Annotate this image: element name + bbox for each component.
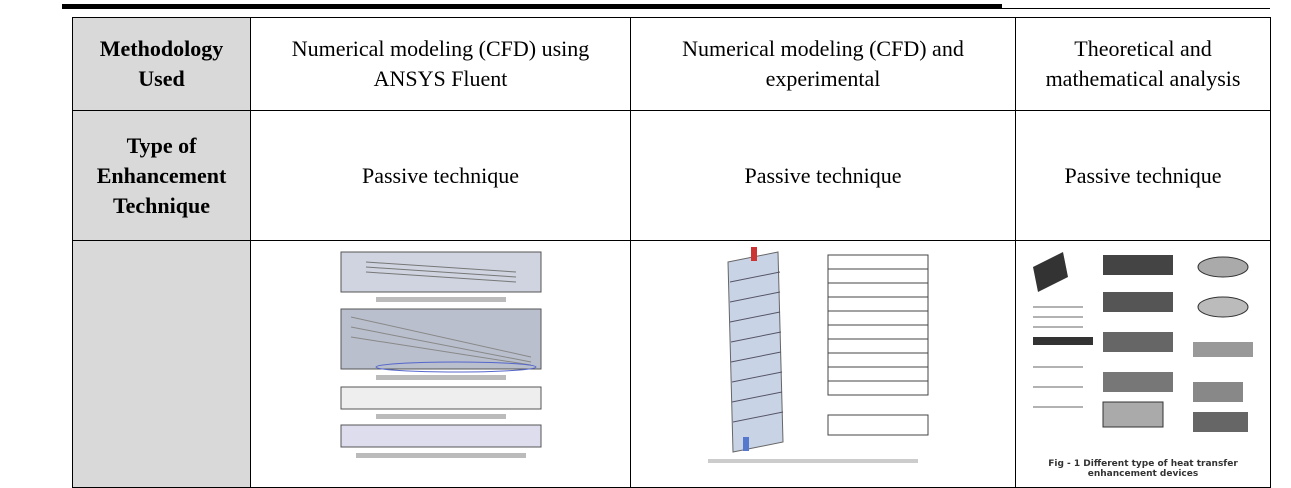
- row-header: [72, 240, 251, 488]
- header-rule-thin: [62, 8, 1270, 9]
- page: Methodology Used Numerical modeling (CFD…: [62, 4, 1271, 488]
- figure-cell: [250, 240, 631, 488]
- row-header: Methodology Used: [72, 17, 251, 111]
- header-rule: [62, 4, 1002, 8]
- table-row: Type of Enhancement Technique Passive te…: [72, 110, 1271, 241]
- figure-cell: [630, 240, 1016, 488]
- cell: Passive technique: [630, 110, 1016, 241]
- table-row: Fig - 1 Different type of heat transfer …: [72, 240, 1271, 488]
- figure-image: [340, 251, 541, 458]
- figure-caption: Fig - 1 Different type of heat transfer …: [1048, 459, 1238, 479]
- cell: Passive technique: [1015, 110, 1271, 241]
- row-header: Type of Enhancement Technique: [72, 110, 251, 241]
- cell: Numerical modeling (CFD) and experimenta…: [630, 17, 1016, 111]
- figure-image: [1033, 252, 1253, 432]
- cell: Numerical modeling (CFD) using ANSYS Flu…: [250, 17, 631, 111]
- figure-image: [708, 247, 929, 463]
- comparison-table: Methodology Used Numerical modeling (CFD…: [72, 17, 1271, 488]
- figure-cell: Fig - 1 Different type of heat transfer …: [1015, 240, 1271, 488]
- cell: Passive technique: [250, 110, 631, 241]
- cell: Theoretical and mathematical analysis: [1015, 17, 1271, 111]
- table-row: Methodology Used Numerical modeling (CFD…: [72, 17, 1271, 111]
